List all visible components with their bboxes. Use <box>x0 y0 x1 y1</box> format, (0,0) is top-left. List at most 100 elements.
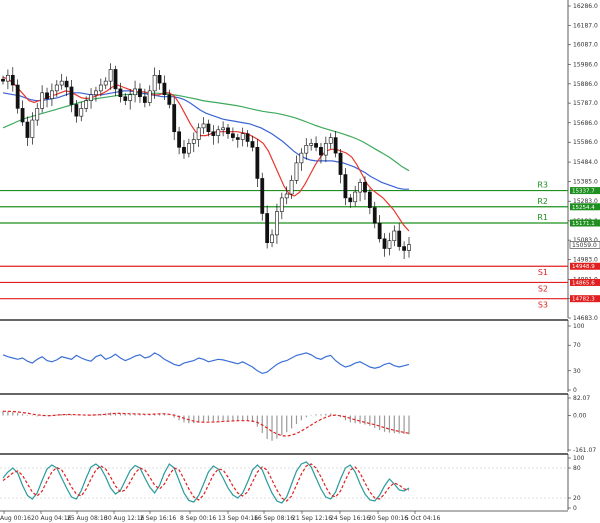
level-tag-r2 <box>570 203 600 211</box>
candle-body <box>275 211 279 236</box>
candle-body <box>279 197 284 212</box>
candle-body <box>123 96 128 101</box>
candle-body <box>216 129 221 136</box>
stoch-tick-label: 0 <box>573 505 577 512</box>
candle-body <box>167 94 172 105</box>
candle-body <box>255 147 260 179</box>
candle-body <box>177 131 181 148</box>
candle-body <box>196 127 201 140</box>
candle-body <box>10 74 15 86</box>
candle-body <box>392 230 397 242</box>
price-tick-label: 15385.0 <box>573 178 598 185</box>
level-tag-value-s2: 14865.6 <box>572 280 595 286</box>
candle-body <box>372 207 377 224</box>
candle-body <box>201 123 206 129</box>
osc-tick-label: 70 <box>573 342 581 349</box>
candle-body <box>402 246 407 251</box>
candle-body <box>147 90 152 103</box>
level-label-s3: S3 <box>538 301 548 310</box>
level-label-s1: S1 <box>538 268 548 277</box>
candle-body <box>15 84 20 109</box>
level-tag-value-s1: 14948.9 <box>572 264 595 270</box>
candle-body <box>20 108 25 123</box>
price-tick-label: 15083.0 <box>573 237 598 244</box>
candle-body <box>1 78 5 82</box>
candle-body <box>118 88 123 97</box>
candle-body <box>309 143 314 146</box>
stoch-tick-label: 80 <box>573 465 581 472</box>
candle-body <box>186 143 191 154</box>
candle-body <box>358 182 362 193</box>
candle-body <box>89 94 93 101</box>
price-tick-label: 14983.0 <box>573 257 598 264</box>
time-tick-label: 30 Aug 12:16 <box>104 515 145 522</box>
candle-body <box>338 152 343 175</box>
candle-body <box>98 84 103 92</box>
candle-body <box>289 180 294 195</box>
macd-tick-label: 0.00 <box>573 413 587 420</box>
candle-body <box>5 74 10 82</box>
price-tick-label: 15787.0 <box>573 100 598 107</box>
level-tag-value-r3: 15337.7 <box>572 189 595 195</box>
current-price-marker: 15059.0 <box>569 241 600 249</box>
candle-body <box>221 127 226 131</box>
stoch-tick-label: 100 <box>573 455 585 462</box>
level-tag-value-r2: 15254.4 <box>572 205 595 211</box>
price-tick-label: 16286.0 <box>573 3 598 10</box>
candle-body <box>133 88 137 96</box>
price-tick-label: 15686.0 <box>573 120 598 127</box>
price-tick-label: 16187.0 <box>573 22 598 29</box>
level-tag-value-s3: 14782.3 <box>572 297 595 303</box>
candle-body <box>319 147 323 156</box>
candle-body <box>45 92 49 99</box>
candle-body <box>64 80 69 88</box>
time-tick-label: 20 Aug 04:16 <box>31 515 72 522</box>
macd-tick-label: -161.07 <box>573 447 596 454</box>
candle-body <box>382 238 387 249</box>
candle-body <box>250 141 255 148</box>
candle-body <box>30 119 35 138</box>
level-tag-s1 <box>570 262 600 270</box>
time-tick-label: 21 Sep 12:16 <box>292 515 332 522</box>
time-tick-label: 13 Sep 04:16 <box>218 515 258 522</box>
price-tick-label: 15986.0 <box>573 61 598 68</box>
candle-body <box>142 96 147 103</box>
time-tick-label: 16 Sep 08:16 <box>254 515 294 522</box>
stoch-tick-label: 20 <box>573 495 581 502</box>
level-tag-value-r1: 15171.1 <box>572 221 595 227</box>
candle-body <box>103 80 108 86</box>
candle-body <box>113 69 118 90</box>
candle-body <box>348 197 353 203</box>
candle-body <box>314 143 318 148</box>
time-tick-label: 8 Sep 00:16 <box>180 515 216 522</box>
price-panel: 16286.0 16187.0 16087.0 15986.0 15886.0 15787… <box>0 0 600 322</box>
stochastic-panel: 100 80 20 0 <box>0 454 585 512</box>
level-label-r2: R2 <box>537 197 548 206</box>
candle-body <box>59 80 64 86</box>
candle-body <box>206 123 211 133</box>
candle-body <box>343 174 348 199</box>
osc-tick-label: 100 <box>573 323 585 330</box>
osc-tick-label: 30 <box>573 368 581 375</box>
candle-body <box>94 90 98 96</box>
stochastic-lines <box>0 461 568 504</box>
candle-body <box>294 162 299 181</box>
candle-body <box>270 234 274 243</box>
candle-body <box>138 88 142 97</box>
price-tick-label: 15586.0 <box>573 139 598 146</box>
price-tick-label: 14683.0 <box>573 315 598 322</box>
candle-body <box>157 74 162 84</box>
price-tick-label: 15283.0 <box>573 198 598 205</box>
level-label-s2: S2 <box>538 284 548 293</box>
oscillator-line <box>2 352 410 375</box>
candle-body <box>40 92 45 109</box>
oscillator-panel: 100 70 30 0 <box>2 320 585 394</box>
osc-tick-label: 0 <box>573 387 577 394</box>
candle-body <box>397 230 402 247</box>
oscillator-axis-ticks: 100 70 30 0 <box>568 323 585 394</box>
candle-body <box>377 222 382 240</box>
time-tick-label: Aug 00:16 <box>0 515 31 522</box>
candle-body <box>226 127 230 134</box>
level-tag-s3 <box>570 295 600 303</box>
